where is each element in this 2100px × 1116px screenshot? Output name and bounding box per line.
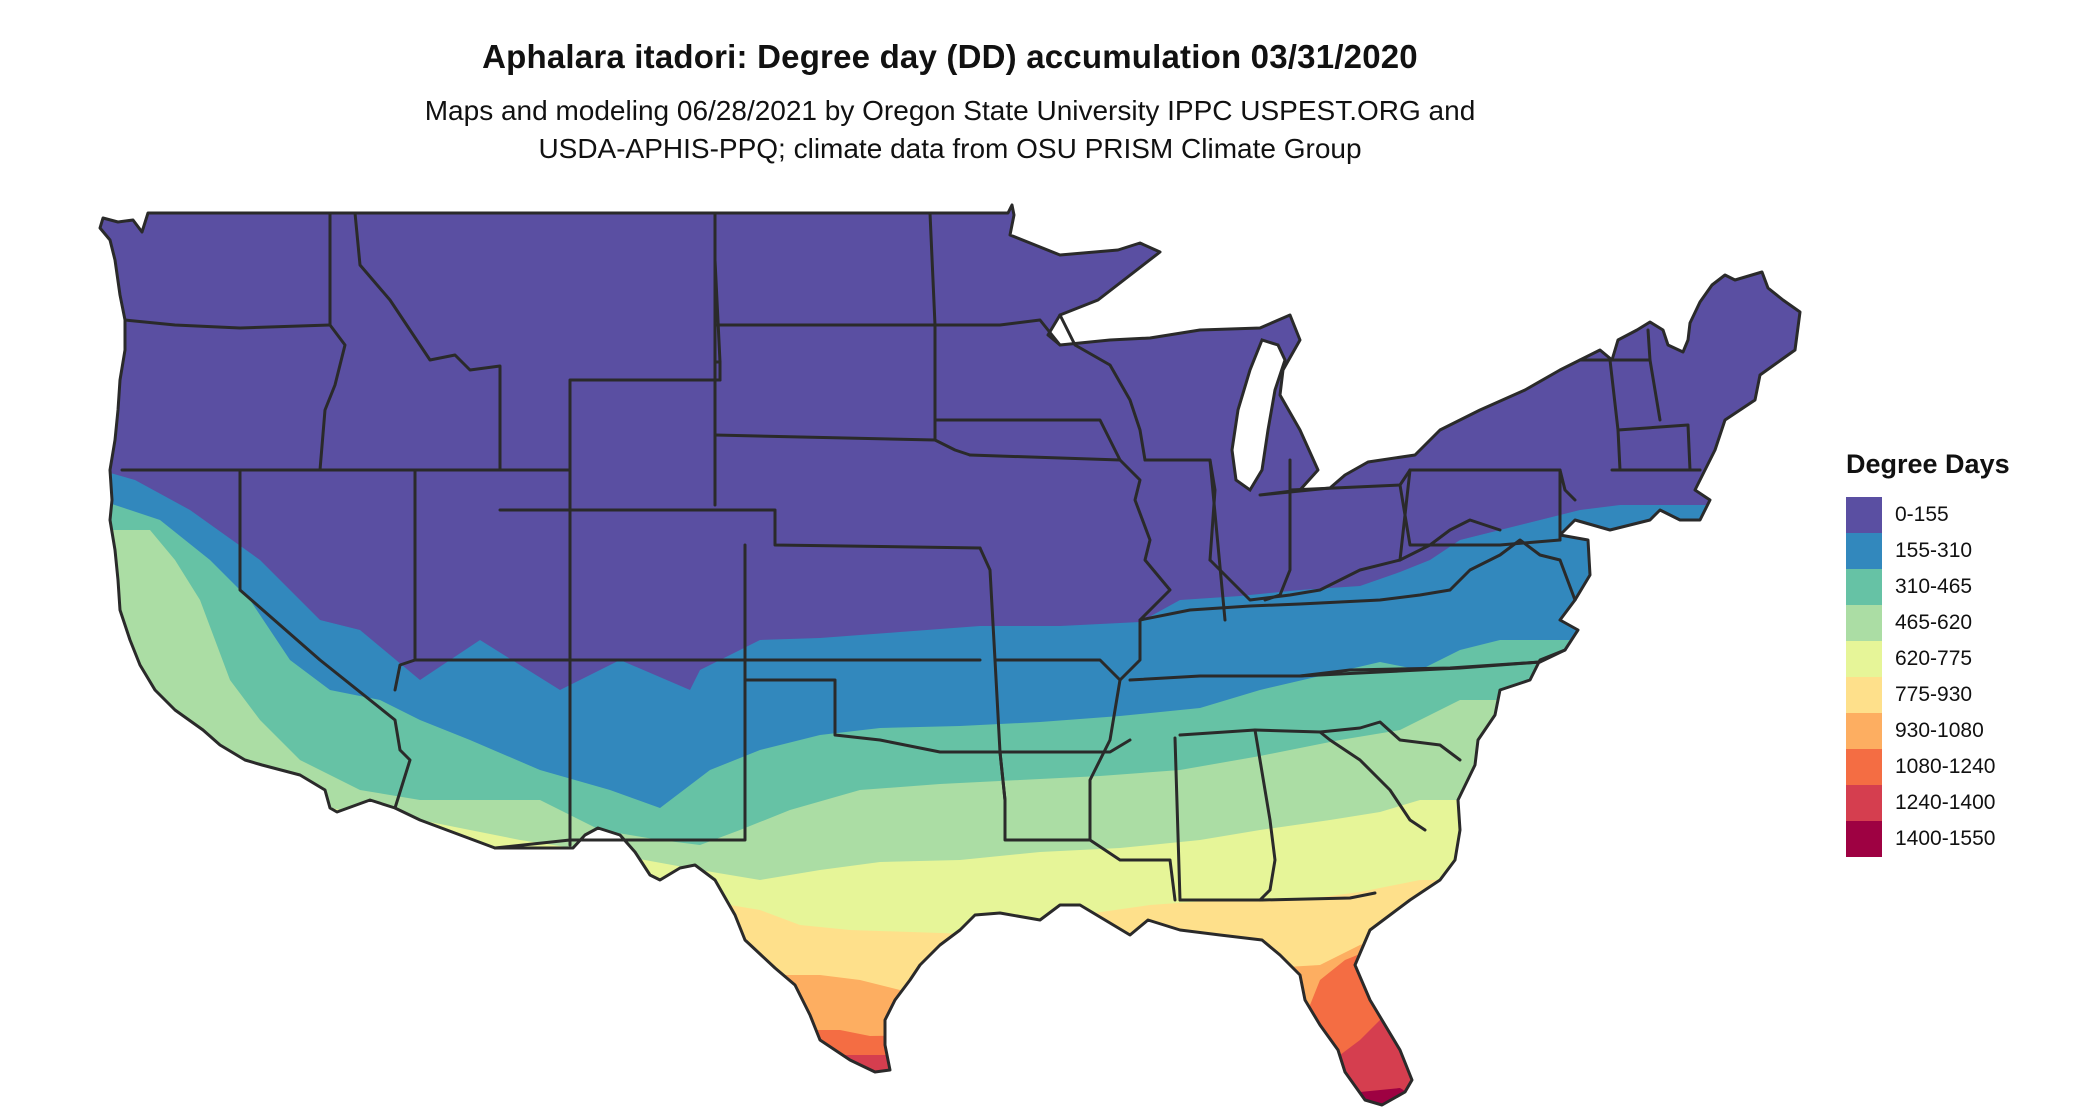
legend-label: 155-310: [1895, 539, 1973, 562]
legend-label: 1400-1550: [1895, 827, 1996, 850]
legend-label: 1080-1240: [1895, 755, 1996, 778]
legend-swatch: [1846, 569, 1882, 605]
map-subtitle-line-2: USDA-APHIS-PPQ; climate data from OSU PR…: [538, 133, 1362, 164]
legend-swatch: [1846, 641, 1882, 677]
map-subtitle-line-1: Maps and modeling 06/28/2021 by Oregon S…: [424, 95, 1476, 126]
legend-label: 310-465: [1895, 575, 1973, 598]
legend-item: 0-155: [1846, 497, 2086, 533]
legend-label: 775-930: [1895, 683, 1973, 706]
state-boundaries: [120, 211, 1702, 902]
map-title: Aphalara itadori: Degree day (DD) accumu…: [482, 38, 1418, 75]
legend-swatch: [1846, 713, 1882, 749]
legend-swatch: [1846, 677, 1882, 713]
legend-item: 465-620: [1846, 605, 2086, 641]
legend-item: 310-465: [1846, 569, 2086, 605]
us-outline: [98, 203, 1802, 1107]
legend-label: 930-1080: [1895, 719, 1984, 742]
legend-swatch: [1846, 533, 1882, 569]
legend-item: 620-775: [1846, 641, 2086, 677]
legend-label: 0-155: [1895, 503, 1949, 526]
legend-swatch: [1846, 785, 1882, 821]
zone-1240-1400: [100, 1010, 1800, 1105]
legend-items: 0-155 155-310 310-465 465-620 620-775 775-930…: [1846, 497, 2086, 857]
legend-label: 620-775: [1895, 647, 1973, 670]
legend-swatch: [1846, 821, 1882, 857]
legend-label: 465-620: [1895, 611, 1973, 634]
legend-item: 1400-1550: [1846, 821, 2086, 857]
legend-swatch: [1846, 497, 1882, 533]
legend: Degree Days 0-155 155-310 310-465 465-620 62…: [1846, 449, 2086, 857]
legend-item: 1080-1240: [1846, 749, 2086, 785]
legend-item: 775-930: [1846, 677, 2086, 713]
legend-swatch: [1846, 605, 1882, 641]
lake-michigan: [1230, 338, 1287, 493]
legend-item: 155-310: [1846, 533, 2086, 569]
legend-swatch: [1846, 749, 1882, 785]
legend-label: 1240-1400: [1895, 791, 1996, 814]
legend-title: Degree Days: [1846, 449, 2010, 479]
legend-item: 1240-1400: [1846, 785, 2086, 821]
legend-item: 930-1080: [1846, 713, 2086, 749]
